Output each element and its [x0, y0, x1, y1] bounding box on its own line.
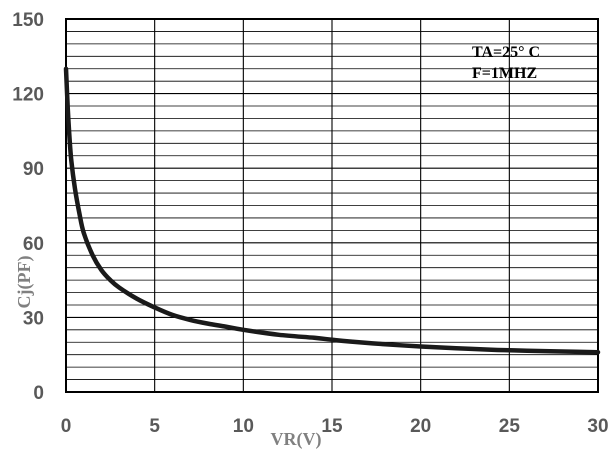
series-layer: [63, 66, 601, 355]
y-axis-ticks: 0 30 60 90 120 150: [12, 10, 44, 404]
y-tick-label: 30: [23, 308, 44, 329]
plot-border: [65, 18, 599, 393]
y-tick-label: 150: [12, 10, 44, 31]
x-tick-label: 20: [410, 416, 431, 437]
x-tick-label: 10: [233, 416, 254, 437]
series-line-0: [63, 66, 601, 355]
x-tick-label: 15: [321, 416, 343, 437]
x-tick-label: 25: [499, 416, 521, 437]
x-tick-label: 0: [61, 416, 72, 437]
x-tick-label: 30: [587, 416, 608, 437]
y-axis-label: Cj(PF): [14, 256, 35, 309]
x-tick-label: 5: [149, 416, 160, 437]
x-axis-ticks: 0 5 10 15 20 25 30: [61, 416, 609, 437]
major-gridlines: [66, 19, 598, 392]
plot-area-frame: [65, 18, 599, 393]
y-tick-label: 120: [12, 85, 44, 106]
annotation-frequency: F=1MHZ: [472, 65, 537, 82]
x-axis-label: VR(V): [271, 429, 322, 450]
y-tick-label: 60: [23, 234, 44, 255]
y-tick-label: 0: [33, 383, 44, 404]
y-tick-label: 90: [23, 159, 44, 180]
annotation-temperature: TA=25° C: [472, 44, 540, 61]
